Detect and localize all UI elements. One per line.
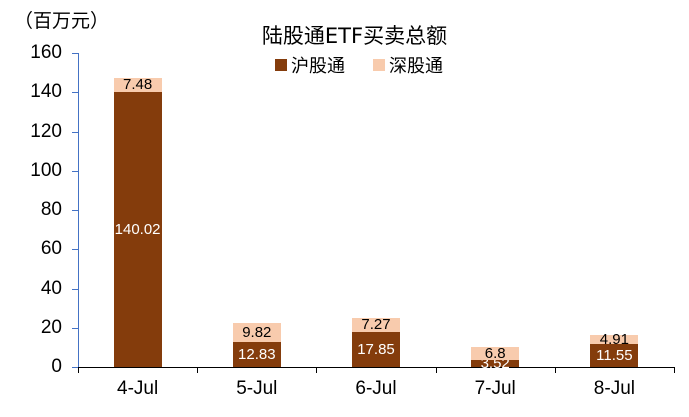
legend-item-sh: 沪股通	[275, 52, 345, 78]
data-label: 12.83	[238, 345, 276, 363]
y-tick-label: 80	[40, 199, 62, 220]
data-label: 140.02	[114, 221, 161, 239]
legend-swatch-sz	[373, 59, 385, 71]
chart-title: 陆股通ETF买卖总额	[261, 24, 448, 48]
x-tick-label: 6-Jul	[355, 378, 397, 399]
x-tick	[554, 367, 556, 373]
y-tick-label: 20	[40, 316, 62, 338]
data-label: 4.91	[599, 331, 629, 348]
y-tick-label: 140	[30, 81, 62, 103]
legend-label-sh: 沪股通	[291, 56, 345, 77]
x-tick	[435, 367, 437, 373]
y-tick	[72, 210, 78, 211]
bar-segment-sz: 4.91	[590, 331, 639, 348]
y-axis	[78, 53, 79, 368]
y-tick	[72, 249, 78, 251]
y-tick-label: 160	[30, 42, 62, 63]
y-tick	[72, 288, 78, 290]
y-tick-label: 100	[30, 159, 62, 181]
data-label: 17.85	[357, 340, 395, 358]
x-tick	[197, 367, 199, 373]
y-tick-label: 0	[51, 356, 62, 377]
bar-segment-sh: 12.83	[232, 341, 281, 367]
legend-swatch-sh	[275, 59, 287, 71]
y-tick	[72, 327, 78, 329]
data-label: 11.55	[596, 347, 633, 365]
x-tick-label: 7-Jul	[474, 378, 516, 399]
data-label: 9.82	[242, 323, 272, 341]
y-tick-label: 60	[40, 238, 62, 260]
y-tick	[72, 170, 78, 172]
x-tick	[674, 367, 675, 373]
bar-segment-sh: 17.85	[352, 331, 400, 367]
legend-item-sz: 深股通	[373, 52, 443, 78]
legend-label-sz: 深股通	[389, 56, 443, 77]
x-axis	[78, 367, 675, 368]
bar-segment-sh: 11.55	[590, 344, 639, 367]
y-tick-label: 40	[40, 277, 62, 299]
x-tick-label: 5-Jul	[236, 378, 278, 399]
x-tick-label: 4-Jul	[117, 378, 159, 399]
y-tick	[72, 53, 78, 54]
bar-segment-sz: 7.27	[352, 316, 400, 334]
x-tick	[78, 367, 79, 373]
bar-segment-sz: 6.8	[471, 344, 520, 362]
legend: 沪股通 深股通	[275, 52, 443, 78]
y-tick-label: 120	[30, 120, 62, 142]
y-axis-unit-label: （百万元）	[14, 10, 110, 32]
x-tick	[316, 367, 318, 373]
y-tick	[72, 131, 78, 133]
data-label: 6.8	[484, 344, 506, 362]
y-tick	[72, 367, 78, 368]
x-tick-label: 8-Jul	[593, 378, 635, 399]
bar-segment-sz: 9.82	[232, 322, 281, 342]
data-label: 7.48	[122, 76, 153, 94]
bar-segment-sh: 140.02	[113, 92, 162, 367]
y-tick	[72, 92, 78, 94]
bar-segment-sz: 7.48	[113, 76, 162, 94]
data-label: 7.27	[361, 316, 391, 334]
